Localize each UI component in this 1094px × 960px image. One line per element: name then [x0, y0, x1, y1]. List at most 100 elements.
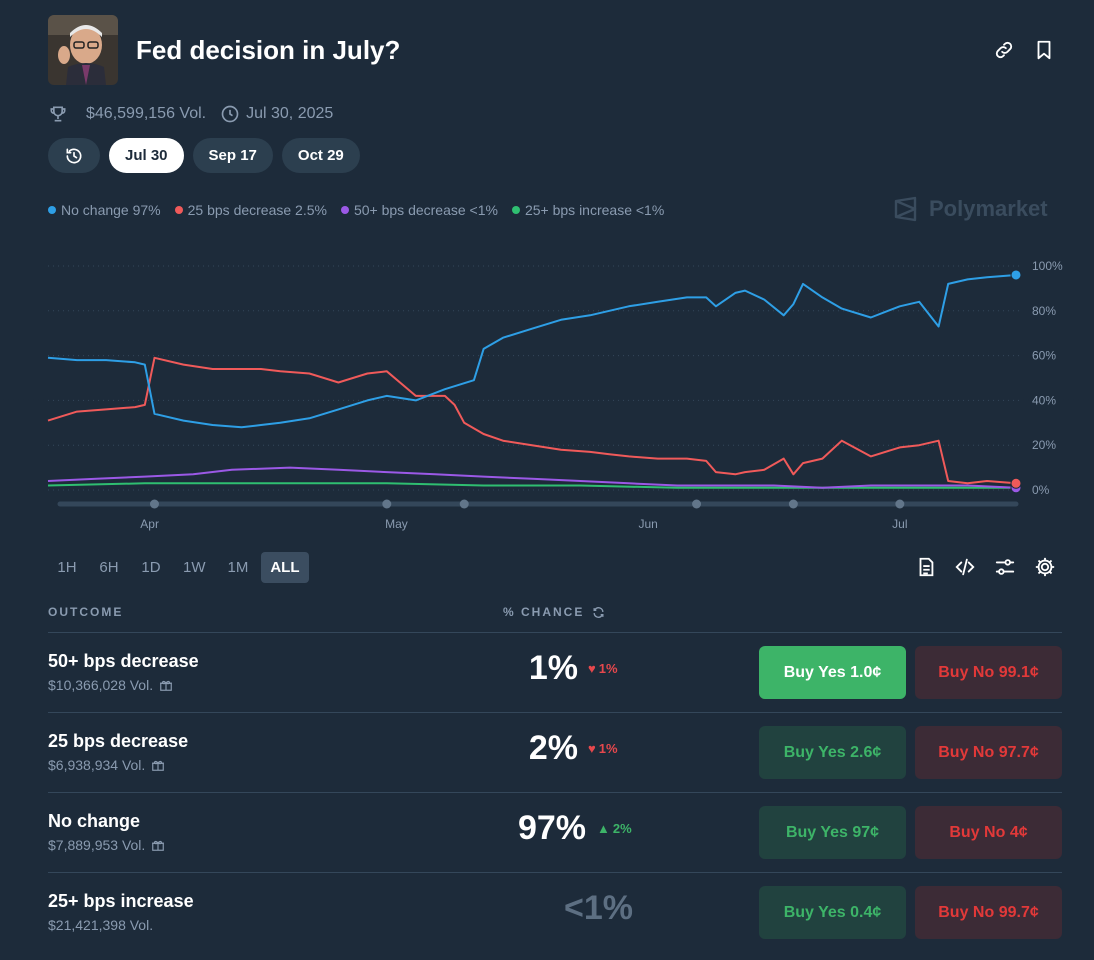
refresh-icon[interactable]	[592, 606, 605, 619]
outcome-chance: 2%	[528, 729, 578, 767]
outcome-row-25-increase[interactable]: 25+ bps increase $21,421,398 Vol. <1% Bu…	[48, 873, 1062, 953]
legend-item-no-change: No change 97%	[48, 202, 161, 218]
table-divider	[48, 792, 1062, 793]
timeline-marker	[149, 499, 159, 509]
buy-yes-button[interactable]: Buy Yes 97¢	[759, 806, 906, 859]
down-arrow-icon: ♥	[588, 741, 596, 756]
trophy-icon	[50, 106, 66, 122]
x-tick-label: Apr	[140, 517, 159, 531]
series-line-25-bps-increase	[47, 482, 1016, 489]
buy-no-button[interactable]: Buy No 4¢	[915, 806, 1062, 859]
y-tick-label: 80%	[1032, 304, 1056, 318]
chance-change-value: 2%	[612, 821, 632, 836]
outcome-volume: $10,366,028 Vol.	[48, 677, 173, 693]
range-1w[interactable]: 1W	[183, 559, 206, 576]
table-divider	[48, 872, 1062, 873]
bookmark-icon[interactable]	[1033, 39, 1057, 63]
outcome-row-no-change[interactable]: No change $7,889,953 Vol. 97% ▲ 2% Buy Ye…	[48, 793, 1062, 873]
buy-no-button[interactable]: Buy No 97.7¢	[915, 726, 1062, 779]
history-icon	[66, 148, 82, 163]
range-all[interactable]: ALL	[261, 552, 309, 583]
timeline-marker	[895, 499, 905, 509]
range-1m[interactable]: 1M	[227, 559, 249, 576]
series-end-point	[1010, 477, 1022, 489]
legend-dot	[340, 206, 349, 214]
history-button[interactable]	[48, 138, 100, 173]
date-tab-jul-30[interactable]: Jul 30	[109, 138, 184, 173]
y-tick-label: 0%	[1032, 483, 1050, 497]
timeline-marker	[692, 499, 702, 509]
x-tick-label: Jun	[638, 517, 657, 531]
legend-label: 50+ bps decrease <1%	[353, 202, 498, 218]
legend-item-25-decrease: 25 bps decrease 2.5%	[174, 202, 327, 218]
copy-link-icon[interactable]	[993, 39, 1017, 63]
chance-column-header: % CHANCE	[503, 605, 605, 619]
y-tick-label: 40%	[1032, 393, 1056, 407]
chance-change: ♥ 1%	[588, 661, 618, 676]
outcome-row-25-decrease[interactable]: 25 bps decrease $6,938,934 Vol. 2% ♥ 1% B…	[48, 713, 1062, 793]
outcome-volume: $21,421,398 Vol.	[48, 917, 153, 933]
legend-label: 25+ bps increase <1%	[524, 202, 665, 218]
buy-yes-button[interactable]: Buy Yes 2.6¢	[759, 726, 906, 779]
timeline-marker	[788, 499, 798, 509]
outcome-volume-text: $21,421,398 Vol.	[48, 917, 154, 933]
volume-text: $46,599,156 Vol.	[86, 105, 207, 122]
market-avatar	[48, 15, 118, 85]
buy-no-button[interactable]: Buy No 99.1¢	[915, 646, 1062, 699]
polymarket-logo: Polymarket	[893, 196, 1048, 222]
outcome-chance: 1%	[528, 649, 578, 687]
settings-gear-icon[interactable]	[1034, 556, 1056, 578]
legend-item-25-increase: 25+ bps increase <1%	[511, 202, 665, 218]
outcome-column-header: OUTCOME	[48, 605, 124, 619]
end-date-text: Jul 30, 2025	[246, 105, 334, 122]
outcome-name: 50+ bps decrease	[48, 651, 199, 671]
outcome-volume-text: $7,889,953 Vol.	[48, 837, 146, 853]
legend-label: No change 97%	[61, 202, 161, 218]
series-line-25-bps-decrease	[47, 356, 1017, 485]
down-arrow-icon: ♥	[588, 661, 596, 676]
outcome-name: 25+ bps increase	[48, 891, 194, 911]
range-6h[interactable]: 6H	[99, 559, 119, 576]
outcome-name: 25 bps decrease	[48, 731, 189, 751]
buy-no-button[interactable]: Buy No 99.7¢	[915, 886, 1062, 939]
range-1h[interactable]: 1H	[57, 559, 77, 576]
chart-legend: No change 97% 25 bps decrease 2.5% 50+ b…	[48, 202, 664, 218]
outcome-volume: $6,938,934 Vol.	[48, 757, 165, 773]
sliders-icon[interactable]	[994, 556, 1016, 578]
series-line-50-bps-decrease	[47, 466, 1017, 489]
up-arrow-icon: ▲	[597, 821, 610, 836]
price-chart[interactable]: 100% 80% 60% 40% 20% 0% Apr May Jun Jul	[0, 240, 1094, 540]
x-tick-label: Jul	[892, 517, 907, 531]
outcome-row-50-decrease[interactable]: 50+ bps decrease $10,366,028 Vol. 1% ♥ 1%…	[48, 633, 1062, 713]
buy-yes-button[interactable]: Buy Yes 0.4¢	[759, 886, 906, 939]
gift-icon[interactable]	[159, 678, 173, 692]
legend-dot	[48, 206, 56, 214]
embed-code-icon[interactable]	[954, 556, 976, 578]
outcome-volume-text: $6,938,934 Vol.	[48, 757, 146, 773]
chance-change-value: 1%	[598, 661, 618, 676]
timeline-marker	[382, 499, 392, 509]
buy-yes-button[interactable]: Buy Yes 1.0¢	[759, 646, 906, 699]
date-tabs: Jul 30 Sep 17 Oct 29	[48, 138, 360, 173]
market-header: Fed decision in July?	[48, 15, 1062, 85]
outcome-volume-text: $10,366,028 Vol.	[48, 677, 154, 693]
legend-dot	[174, 206, 183, 214]
chance-column-label: % CHANCE	[503, 605, 585, 619]
rules-document-icon[interactable]	[915, 556, 937, 578]
gift-icon[interactable]	[151, 758, 165, 772]
x-tick-label: May	[385, 517, 408, 531]
outcome-chance: <1%	[564, 889, 633, 927]
legend-item-50-decrease: 50+ bps decrease <1%	[340, 202, 498, 218]
date-tab-oct-29[interactable]: Oct 29	[281, 138, 360, 173]
gift-icon[interactable]	[151, 838, 165, 852]
clock-icon	[221, 105, 239, 123]
legend-dot	[511, 206, 520, 214]
outcome-volume: $7,889,953 Vol.	[48, 837, 165, 853]
range-1d[interactable]: 1D	[141, 559, 161, 576]
y-tick-label: 20%	[1032, 438, 1056, 452]
outcome-name: No change	[48, 811, 141, 831]
y-tick-label: 100%	[1032, 259, 1063, 273]
polymarket-logo-icon	[894, 196, 917, 222]
date-tab-sep-17[interactable]: Sep 17	[192, 138, 273, 173]
chance-change-value: 1%	[598, 741, 618, 756]
